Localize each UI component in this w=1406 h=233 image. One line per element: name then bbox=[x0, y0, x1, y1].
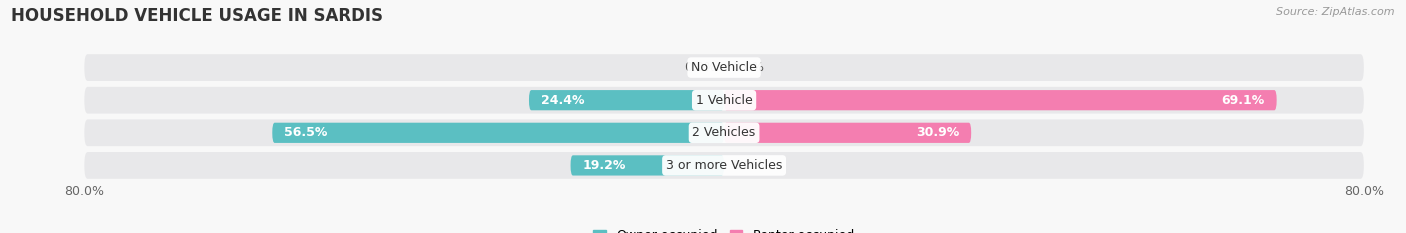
Text: 56.5%: 56.5% bbox=[284, 126, 328, 139]
Text: 0.0%: 0.0% bbox=[733, 159, 763, 172]
FancyBboxPatch shape bbox=[529, 90, 724, 110]
Text: 69.1%: 69.1% bbox=[1222, 94, 1264, 107]
FancyBboxPatch shape bbox=[84, 120, 1364, 146]
Text: 30.9%: 30.9% bbox=[915, 126, 959, 139]
Text: 24.4%: 24.4% bbox=[541, 94, 585, 107]
Text: 3 or more Vehicles: 3 or more Vehicles bbox=[666, 159, 782, 172]
FancyBboxPatch shape bbox=[571, 155, 724, 175]
FancyBboxPatch shape bbox=[84, 54, 1364, 81]
Text: HOUSEHOLD VEHICLE USAGE IN SARDIS: HOUSEHOLD VEHICLE USAGE IN SARDIS bbox=[11, 7, 384, 25]
Text: Source: ZipAtlas.com: Source: ZipAtlas.com bbox=[1277, 7, 1395, 17]
Text: 2 Vehicles: 2 Vehicles bbox=[693, 126, 755, 139]
Text: No Vehicle: No Vehicle bbox=[692, 61, 756, 74]
Text: 0.0%: 0.0% bbox=[685, 61, 716, 74]
FancyBboxPatch shape bbox=[84, 87, 1364, 113]
FancyBboxPatch shape bbox=[724, 123, 972, 143]
FancyBboxPatch shape bbox=[273, 123, 724, 143]
FancyBboxPatch shape bbox=[84, 152, 1364, 179]
Text: 19.2%: 19.2% bbox=[582, 159, 626, 172]
FancyBboxPatch shape bbox=[724, 90, 1277, 110]
Legend: Owner-occupied, Renter-occupied: Owner-occupied, Renter-occupied bbox=[589, 224, 859, 233]
Text: 1 Vehicle: 1 Vehicle bbox=[696, 94, 752, 107]
Text: 0.0%: 0.0% bbox=[733, 61, 763, 74]
